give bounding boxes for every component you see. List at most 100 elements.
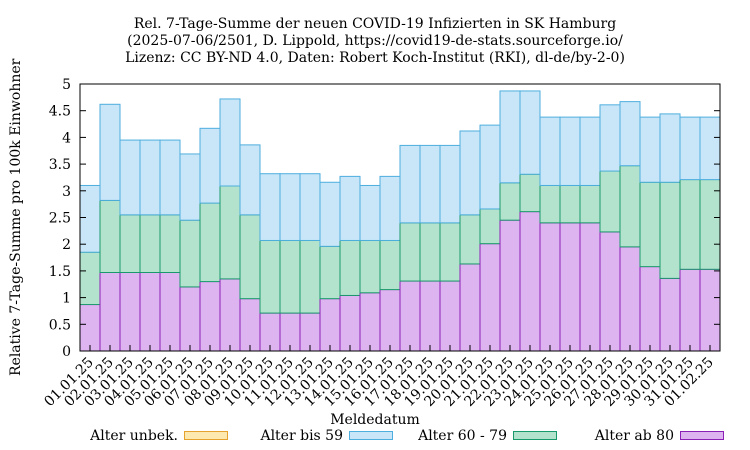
bar-segment-3-24 — [559, 116, 581, 186]
bar-segment-2-15 — [379, 239, 401, 291]
bar-segment-3-27 — [619, 101, 641, 167]
y-tick-label-9: 4.5 — [49, 104, 71, 120]
bar-segment-3-15 — [379, 175, 401, 241]
bar-segment-2-4 — [159, 214, 181, 273]
bar-segment-2-23 — [539, 184, 561, 224]
bar-segment-3-4 — [159, 139, 181, 216]
bar-segment-3-21 — [499, 90, 521, 184]
bar-segment-3-3 — [139, 139, 161, 216]
bar-segment-3-23 — [539, 116, 561, 186]
bar-segment-1-22 — [519, 211, 541, 352]
bar-segment-1-30 — [679, 268, 701, 352]
bar-segment-1-31 — [699, 268, 721, 352]
bar-segment-3-9 — [259, 173, 281, 241]
bar-segment-2-3 — [139, 214, 161, 273]
bar-segment-3-26 — [599, 104, 621, 172]
bar-segment-1-17 — [419, 280, 441, 352]
y-tick-label-3: 1.5 — [49, 264, 71, 280]
bar-segment-1-18 — [439, 280, 461, 352]
bar-segment-1-20 — [479, 243, 501, 352]
y-tick-label-7: 3.5 — [49, 157, 71, 173]
bar-segment-2-25 — [579, 184, 601, 224]
legend-label-age-to-59: Alter bis 59 — [260, 428, 343, 444]
chart-title-line-2: (2025-07-06/2501, D. Lippold, https://co… — [127, 33, 623, 49]
bar-segment-2-14 — [359, 239, 381, 294]
bar-segment-2-1 — [99, 199, 121, 273]
bar-segment-2-13 — [339, 239, 361, 296]
y-tick-label-0: 0 — [62, 344, 71, 360]
bar-segment-3-13 — [339, 175, 361, 241]
bar-segment-1-21 — [499, 219, 521, 352]
bar-segment-1-3 — [139, 272, 161, 352]
bar-segment-1-8 — [239, 298, 261, 352]
y-tick-label-6: 3 — [62, 184, 71, 200]
bar-segment-2-30 — [679, 179, 701, 270]
legend-swatch-age-60-79 — [513, 431, 557, 440]
bar-segment-2-9 — [259, 239, 281, 314]
y-axis-label: Relative 7-Tage-Summe pro 100k Einwohner — [8, 58, 24, 376]
bar-segment-3-10 — [279, 173, 301, 241]
bar-segment-2-20 — [479, 208, 501, 245]
bar-segment-2-12 — [319, 245, 341, 300]
bar-segment-1-4 — [159, 272, 181, 352]
bar-segment-2-7 — [219, 185, 241, 280]
bar-segment-3-19 — [459, 130, 481, 216]
bar-segment-2-0 — [79, 251, 101, 306]
chart-title-line-1: Rel. 7-Tage-Summe der neuen COVID-19 Inf… — [133, 16, 617, 32]
bar-segment-2-11 — [299, 239, 321, 314]
legend-swatch-age-to-59 — [349, 431, 393, 440]
bar-segment-3-0 — [79, 184, 101, 253]
legend-label-age-60-79: Alter 60 - 79 — [418, 428, 507, 444]
legend-label-age-80-plus: Alter ab 80 — [594, 428, 674, 444]
bar-segment-3-31 — [699, 116, 721, 181]
bar-segment-1-0 — [79, 304, 101, 352]
legend-swatch-unknown-age — [184, 431, 228, 440]
y-tick-label-1: 0.5 — [49, 317, 71, 333]
bar-segment-3-5 — [179, 153, 201, 221]
bar-segment-2-16 — [399, 222, 421, 282]
bar-segment-3-28 — [639, 116, 661, 183]
bar-segment-3-17 — [419, 144, 441, 224]
bar-segment-2-29 — [659, 181, 681, 279]
bar-segment-1-23 — [539, 222, 561, 352]
bar-segment-1-24 — [559, 222, 581, 352]
bar-segment-1-14 — [359, 292, 381, 352]
bar-segment-2-21 — [499, 182, 521, 221]
bar-segment-2-24 — [559, 184, 581, 224]
bar-segment-2-28 — [639, 181, 661, 268]
bar-segment-3-29 — [659, 113, 681, 183]
bar-segment-1-6 — [199, 281, 221, 352]
bar-segment-1-1 — [99, 272, 121, 352]
bar-segment-3-6 — [199, 127, 221, 204]
bar-segment-3-16 — [399, 144, 421, 224]
legend-swatch-age-80-plus — [680, 431, 724, 440]
bar-segment-2-6 — [199, 202, 221, 283]
y-tick-label-5: 2.5 — [49, 211, 71, 227]
bar-segment-2-19 — [459, 214, 481, 265]
bar-segment-3-1 — [99, 103, 121, 201]
bar-segment-2-10 — [279, 239, 301, 314]
x-axis-label: Meldedatum — [330, 412, 420, 428]
bar-segment-3-11 — [299, 173, 321, 241]
bar-segment-1-2 — [119, 272, 141, 352]
y-tick-label-8: 4 — [62, 130, 71, 146]
bar-segment-3-30 — [679, 116, 701, 181]
bar-segment-2-31 — [699, 179, 721, 270]
bar-segment-1-5 — [179, 286, 201, 352]
bar-segment-1-25 — [579, 222, 601, 352]
bar-segment-1-7 — [219, 278, 241, 352]
bar-segment-3-14 — [359, 184, 381, 241]
bar-segment-2-8 — [239, 214, 261, 300]
bar-segment-2-26 — [599, 170, 621, 233]
bar-segment-1-29 — [659, 277, 681, 352]
bar-segment-3-20 — [479, 124, 501, 210]
bar-segment-1-13 — [339, 294, 361, 352]
bar-segment-1-15 — [379, 289, 401, 352]
bar-segment-1-19 — [459, 263, 481, 352]
legend-label-unknown-age: Alter unbek. — [90, 428, 178, 444]
bar-segment-2-17 — [419, 222, 441, 282]
bar-segment-1-16 — [399, 280, 421, 352]
bar-segment-3-7 — [219, 98, 241, 187]
chart-title-line-3: Lizenz: CC BY-ND 4.0, Daten: Robert Koch… — [125, 50, 625, 66]
bar-segment-2-2 — [119, 214, 141, 273]
